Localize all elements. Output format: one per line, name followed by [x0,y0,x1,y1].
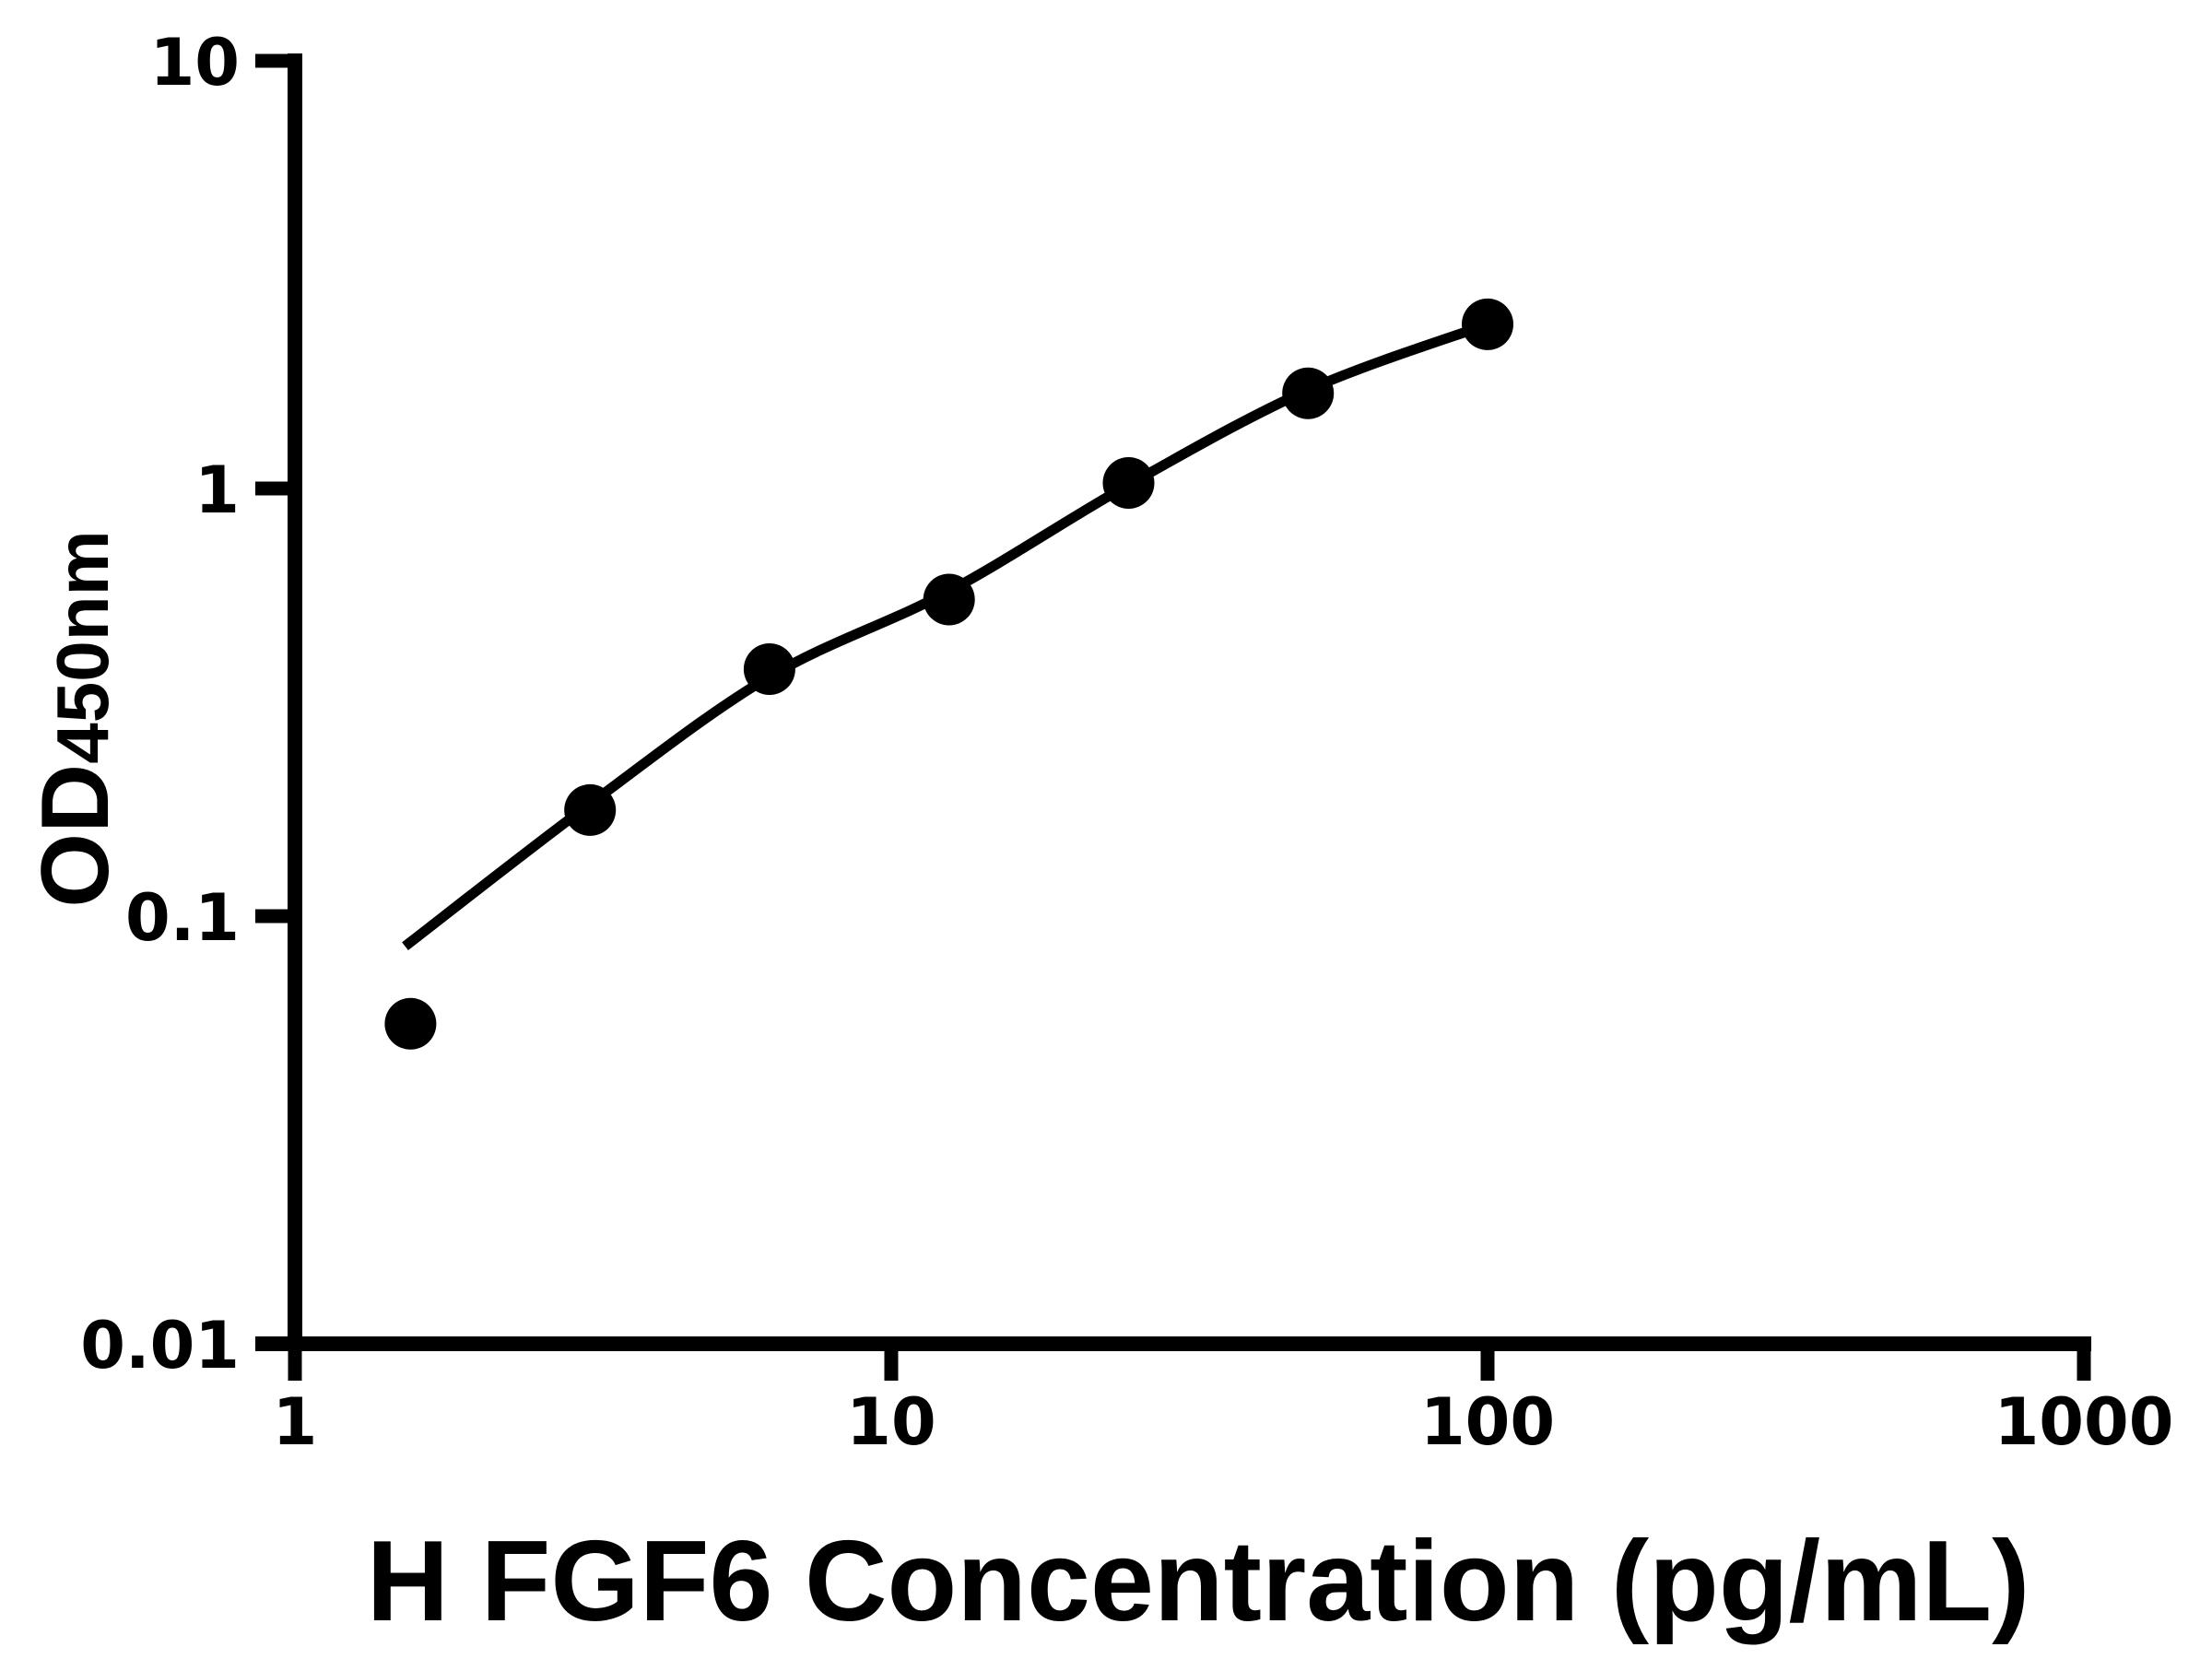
data-points [384,298,1513,1050]
x-tick-label: 10 [846,1384,935,1460]
y-tick-label: 10 [150,25,240,100]
y-tick-label: 0.01 [80,1308,240,1383]
data-point [1462,298,1513,350]
y-tick-label: 0.1 [125,880,240,956]
fit-curve-line [402,319,1489,951]
data-point [923,573,975,626]
data-point [743,643,795,695]
y-axis-title-sub: 450nm [41,530,124,763]
x-axis-title: H FGF6 Concentration (pg/mL) [367,1518,2030,1645]
x-axis-ticks [288,1341,2091,1381]
data-point [384,997,437,1050]
y-axis-tick-labels: 10 1 0.1 0.01 [80,25,240,1383]
data-point [1102,457,1155,509]
data-point [1282,367,1335,419]
x-tick-label: 100 [1420,1384,1555,1460]
axes [255,53,2091,1351]
y-axis-title: OD450nm [22,530,129,907]
x-tick-label: 1 [273,1384,318,1460]
x-axis-tick-labels: 1 10 100 1000 [273,1384,2174,1460]
data-point [564,783,617,836]
y-tick-label: 1 [194,453,240,528]
y-axis-title-main: OD [22,764,129,908]
x-tick-label: 1000 [1994,1384,2174,1460]
